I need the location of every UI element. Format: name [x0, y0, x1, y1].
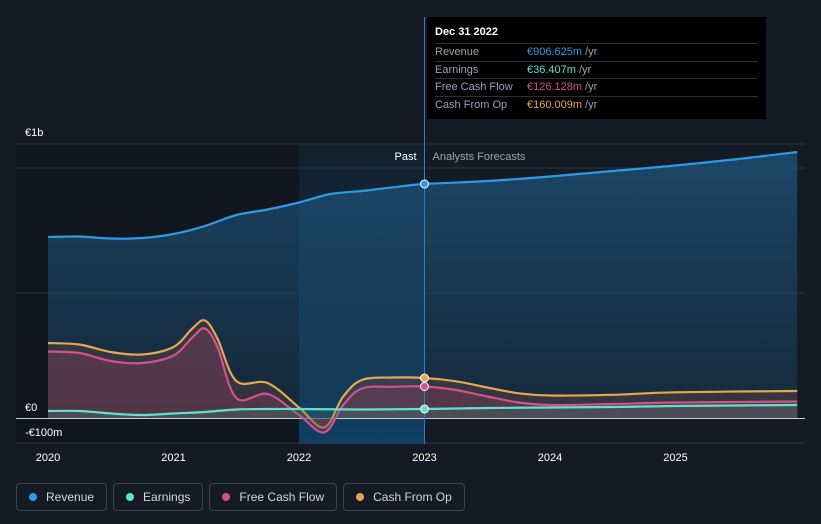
y-label-bottom: -€100m — [25, 427, 62, 439]
cash-from-op-area — [48, 320, 798, 428]
tooltip-row-revenue: Revenue €906.625m /yr — [435, 43, 758, 61]
tooltip-unit: /yr — [585, 98, 598, 111]
tooltip-value: €160.009m — [527, 98, 583, 111]
legend-label: Revenue — [46, 490, 95, 504]
legend-label: Cash From Op — [373, 490, 452, 504]
legend: Revenue Earnings Free Cash Flow Cash Fro… — [16, 483, 465, 511]
legend-item-revenue[interactable]: Revenue — [16, 483, 108, 511]
legend-dot-icon — [222, 493, 231, 501]
tooltip-row-earnings: Earnings €36.407m /yr — [435, 60, 758, 79]
tooltip-date: Dec 31 2022 — [435, 26, 498, 38]
cash-from-op-marker — [420, 373, 429, 383]
tooltip-value: €36.407m — [527, 63, 576, 76]
free-cash-flow-marker — [420, 382, 429, 391]
legend-item-free-cash-flow[interactable]: Free Cash Flow — [209, 483, 338, 511]
free-cash-flow-line — [47, 327, 798, 434]
x-tick-label: 2022 — [287, 452, 311, 464]
y-label-zero: €0 — [25, 402, 37, 414]
forecast-label: Analysts Forecasts — [433, 151, 526, 163]
tooltip-unit: /yr — [578, 63, 592, 76]
legend-dot-icon — [126, 493, 135, 501]
revenue-line — [47, 150, 798, 240]
legend-item-cash-from-op[interactable]: Cash From Op — [343, 483, 465, 511]
x-tick-label: 2020 — [36, 452, 60, 464]
cash-from-op-line — [47, 319, 798, 429]
legend-dot-icon — [356, 493, 365, 501]
earnings-marker — [420, 404, 429, 414]
tooltip-unit: /yr — [585, 81, 598, 93]
series-group — [47, 150, 798, 434]
legend-label: Free Cash Flow — [239, 490, 325, 504]
tooltip-value: €126.128m — [527, 81, 583, 93]
x-axis-ticks: 2020 2021 2022 2023 2024 2025 — [36, 452, 688, 464]
tooltip: Dec 31 2022 Revenue €906.625m /yr Earnin… — [427, 17, 766, 119]
legend-dot-icon — [29, 493, 37, 501]
tooltip-unit: /yr — [585, 46, 598, 58]
revenue-marker — [420, 179, 429, 189]
tooltip-label: Revenue — [435, 46, 480, 58]
x-tick-label: 2023 — [412, 452, 436, 464]
legend-item-earnings[interactable]: Earnings — [113, 483, 204, 511]
x-tick-label: 2025 — [663, 452, 687, 464]
past-label: Past — [394, 151, 416, 163]
legend-label: Earnings — [143, 490, 191, 504]
tooltip-label: Earnings — [435, 63, 479, 76]
x-tick-label: 2024 — [538, 452, 562, 464]
tooltip-value: €906.625m — [527, 46, 583, 58]
y-label-top: €1b — [25, 127, 43, 139]
tooltip-label: Cash From Op — [435, 98, 508, 111]
cursor-markers — [420, 179, 429, 414]
earnings-line — [47, 403, 798, 417]
revenue-area — [48, 152, 798, 418]
tooltip-label: Free Cash Flow — [435, 81, 513, 93]
tooltip-row-free-cash-flow: Free Cash Flow €126.128m /yr — [435, 78, 758, 96]
x-tick-label: 2021 — [161, 452, 185, 464]
tooltip-row-cash-from-op: Cash From Op €160.009m /yr — [435, 95, 758, 114]
